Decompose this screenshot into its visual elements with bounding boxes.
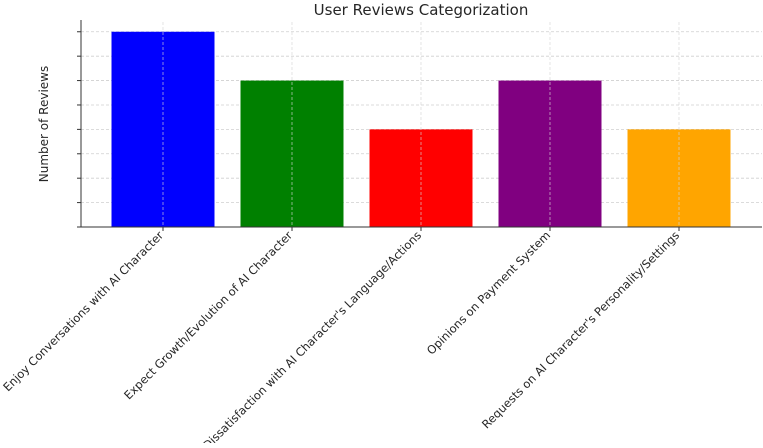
x-tick-label: Dissatisfaction with AI Character's Lang…	[200, 228, 424, 443]
chart-title: User Reviews Categorization	[314, 1, 529, 19]
x-tick-label: Opinions on Payment System	[424, 228, 553, 357]
x-tick-label: Enjoy Conversations with AI Character	[0, 228, 166, 394]
x-tick-label: Requests on AI Character's Personality/S…	[479, 228, 682, 431]
x-tick-labels: Enjoy Conversations with AI CharacterExp…	[0, 228, 682, 448]
y-axis-label: Number of Reviews	[37, 66, 51, 182]
axes-layer	[77, 20, 762, 231]
vgrid-layer	[162, 22, 680, 227]
